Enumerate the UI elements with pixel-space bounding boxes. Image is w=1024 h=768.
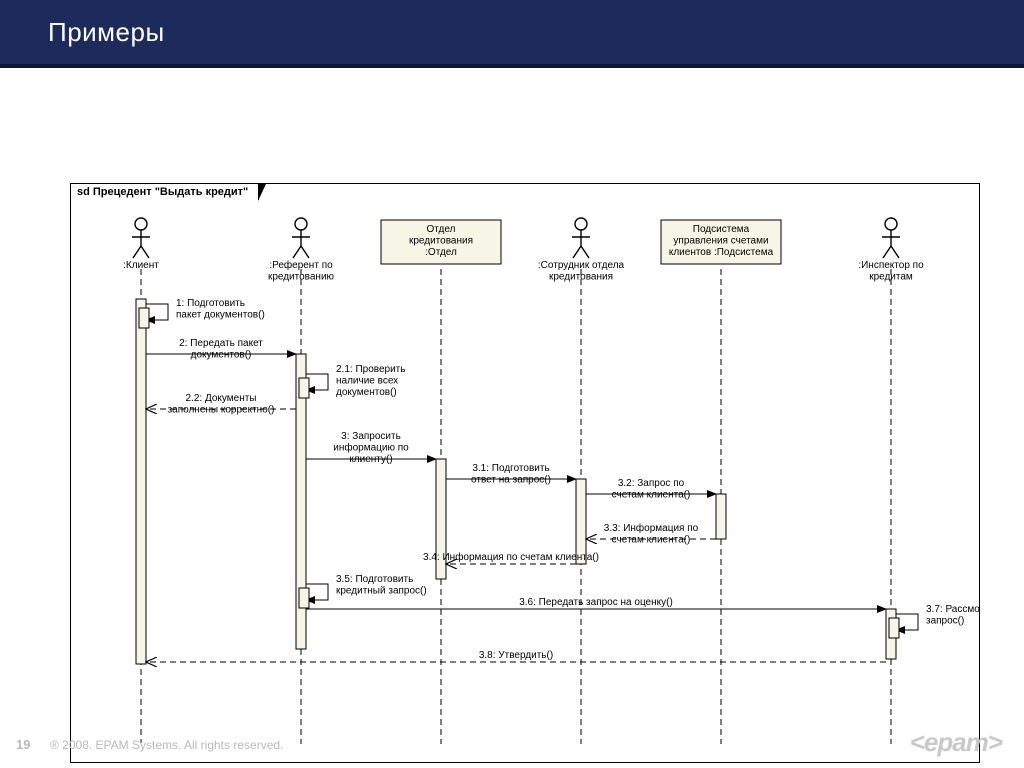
svg-text:3.6: Передать запрос на оценку: 3.6: Передать запрос на оценку() [519, 597, 673, 608]
svg-text:3.3: Информация посчетам клиен: 3.3: Информация посчетам клиента() [604, 522, 699, 546]
slide-canvas: :Клиент:Референт покредитованиюОтделкред… [0, 68, 1024, 768]
footer-copyright: ® 2008. EPAM Systems. All rights reserve… [50, 738, 283, 752]
svg-text::Клиент: :Клиент [123, 260, 159, 271]
svg-text:3.5: Подготовитькредитный запр: 3.5: Подготовитькредитный запрос() [336, 574, 427, 597]
slide-title-bar: Примеры [0, 0, 1024, 68]
svg-text::Референт покредитованию: :Референт покредитованию [268, 259, 335, 283]
epam-logo: <epam> [910, 727, 1002, 758]
svg-text:3.1: Подготовитьответ на запро: 3.1: Подготовитьответ на запрос() [471, 463, 551, 486]
sequence-diagram-frame: :Клиент:Референт покредитованиюОтделкред… [70, 183, 980, 763]
svg-text:3.2: Запрос посчетам клиента(): 3.2: Запрос посчетам клиента() [612, 478, 691, 501]
svg-text:3: Запроситьинформацию поклиен: 3: Запроситьинформацию поклиенту() [333, 431, 409, 465]
svg-text:3.8: Утвердить(): 3.8: Утвердить() [479, 650, 553, 661]
slide-title: Примеры [48, 17, 165, 48]
diagram-frame-tab: sd Прецедент "Выдать кредит" [70, 183, 259, 200]
page-number: 19 [16, 737, 30, 752]
svg-text:2.2: Документызаполнены коррек: 2.2: Документызаполнены корректно() [168, 393, 275, 416]
svg-text:3.7: Рассмотретьзапрос(): 3.7: Рассмотретьзапрос() [926, 604, 979, 627]
svg-text:3.4: Информация по счетам клие: 3.4: Информация по счетам клиента() [423, 551, 599, 563]
diagram-frame-label: sd Прецедент "Выдать кредит" [77, 186, 248, 198]
svg-text::Сотрудник отделакредитования: :Сотрудник отделакредитования [538, 260, 625, 283]
sequence-diagram-svg: :Клиент:Референт покредитованиюОтделкред… [71, 184, 979, 762]
svg-text:2.1: Проверитьналичие всехдоку: 2.1: Проверитьналичие всехдокументов() [336, 364, 405, 398]
svg-text:1: Подготовитьпакет документов: 1: Подготовитьпакет документов() [176, 298, 265, 321]
svg-text::Инспектор покредитам: :Инспектор покредитам [858, 260, 924, 283]
svg-text:2: Передать пакетдокументов(): 2: Передать пакетдокументов() [179, 338, 263, 361]
